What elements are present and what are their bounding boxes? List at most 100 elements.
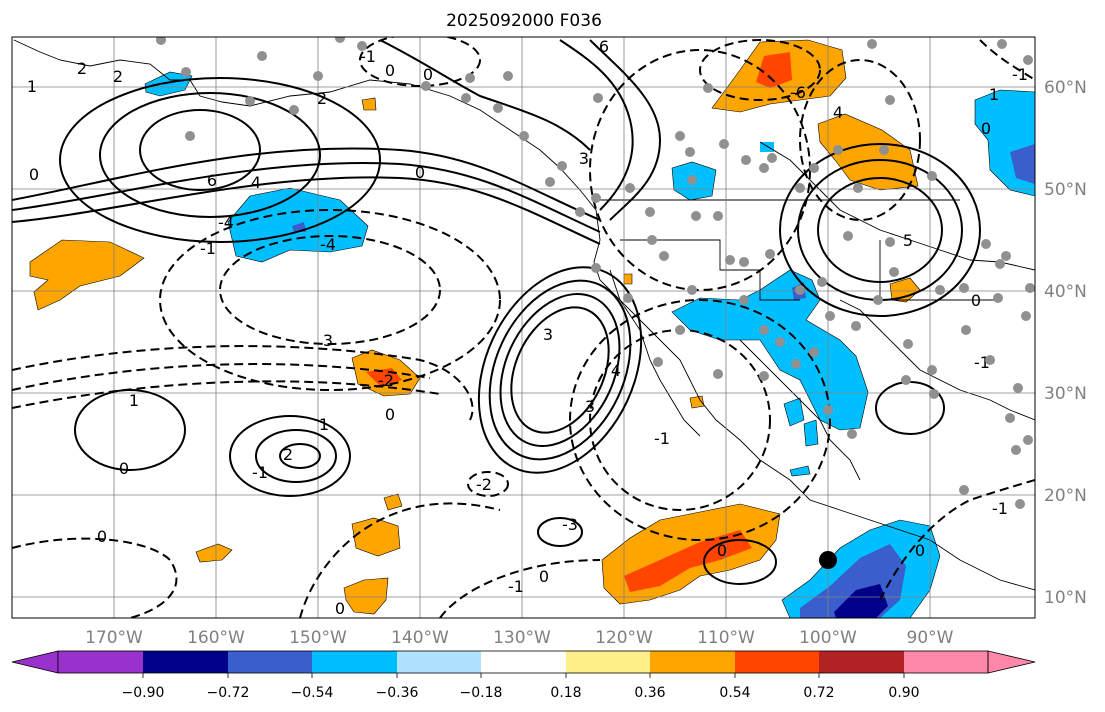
contour-label: -1: [1012, 65, 1028, 84]
lon-label: 150°W: [289, 628, 347, 648]
contour-label: -3: [562, 515, 578, 534]
contour-line: [703, 539, 777, 585]
contour-line: [159, 209, 501, 391]
contour-label: -1: [508, 577, 524, 596]
contour-line: [488, 279, 632, 461]
negative-anomaly-area: [144, 71, 193, 97]
contour-line: [359, 37, 481, 87]
contour-line: [569, 299, 831, 541]
colorbar-max-extension: [987, 650, 1036, 674]
lon-label: 100°W: [799, 628, 857, 648]
lon-label: 90°W: [907, 628, 954, 648]
colorbar-tick-label: −0.72: [207, 685, 250, 701]
contour-label: 6: [207, 171, 217, 190]
contour-label: 3: [585, 397, 595, 416]
colorbar-segment: [566, 651, 650, 673]
shaded-anomalies: [29, 39, 1035, 618]
positive-anomaly-area: [623, 273, 633, 285]
contour-line: [59, 77, 381, 243]
positive-anomaly-area: [343, 577, 389, 615]
contour-line: [255, 429, 337, 483]
contour-label: 0: [539, 567, 549, 586]
colorbar-tick-label: −0.18: [460, 685, 503, 701]
contour-line: [537, 517, 583, 547]
contour-label: 0: [97, 527, 107, 546]
contour-line: [799, 59, 921, 221]
contour-line: [467, 471, 509, 497]
contour-label: 0: [915, 541, 925, 560]
contour-line: [779, 143, 981, 317]
contour-line: [219, 235, 441, 345]
contour-label: 0: [385, 61, 395, 80]
contour-line: [817, 177, 943, 283]
colorbar-tick-label: 0.18: [550, 685, 581, 701]
colorbar-segment: [143, 651, 228, 673]
map-panel: 2 1 2 0 6 2 0 -1 3 3 -6 -1 0 4 -4 6 4 0 …: [12, 37, 1035, 618]
contour-line: [879, 479, 1035, 601]
colorbar-segment: [228, 651, 312, 673]
contour-label: -6: [790, 83, 806, 102]
contour-label: 0: [981, 119, 991, 138]
contour-line: [499, 292, 621, 448]
lon-label: 160°W: [187, 628, 245, 648]
station-markers: [156, 37, 1035, 509]
solid-contours: [12, 39, 981, 585]
positive-anomaly-area: [351, 517, 401, 557]
contour-line: [439, 559, 601, 618]
contour-label: 3: [543, 325, 553, 344]
figure-title: 2025092000 F036: [446, 11, 602, 31]
contour-line: [279, 443, 321, 469]
contour-label: 0: [29, 165, 39, 184]
map-frame: [11, 36, 1036, 619]
negative-anomaly-area: [671, 269, 869, 431]
contour-label: 1: [27, 77, 37, 96]
contour-line: [299, 502, 501, 618]
colorbar-min-extension: [11, 650, 59, 674]
contour-label: 0: [335, 599, 345, 618]
contour-line: [559, 39, 634, 211]
contour-line: [12, 345, 474, 421]
contour-line: [979, 39, 1035, 81]
colorbar-segment: [397, 651, 481, 673]
contour-label: -2: [378, 371, 394, 390]
coastlines: [13, 39, 1035, 591]
colorbar-tick-label: 0.54: [719, 685, 750, 701]
contour-label: 6: [599, 37, 609, 56]
contour-line: [12, 537, 178, 618]
latitude-axis: 60°N 50°N 40°N 30°N 20°N 10°N: [1044, 78, 1087, 608]
contour-label: 0: [385, 405, 395, 424]
contour-labels: 2 1 2 0 6 2 0 -1 3 3 -6 -1 0 4 -4 6 4 0 …: [27, 37, 1028, 618]
colorbar-segment: [904, 651, 988, 673]
contour-label: -4: [218, 213, 234, 232]
colorbar-segment: [819, 651, 904, 673]
colorbar-segment: [481, 651, 566, 673]
lon-label: 170°W: [85, 628, 143, 648]
contour-line: [12, 161, 601, 233]
lon-label: 130°W: [493, 628, 551, 648]
lat-label: 60°N: [1044, 78, 1087, 98]
contour-label: -1: [654, 429, 670, 448]
contour-label: 4: [611, 361, 621, 380]
contour-label: 4: [833, 103, 843, 122]
longitude-axis: 170°W 160°W 150°W 140°W 130°W 120°W 110°…: [85, 628, 954, 648]
colorbar-tick-label: 0.36: [634, 685, 665, 701]
colorbar-tick-label: 0.90: [888, 685, 919, 701]
contour-label: 3: [323, 331, 333, 350]
lat-label: 20°N: [1044, 486, 1087, 506]
contour-label: 0: [717, 541, 727, 560]
contour-line: [510, 306, 610, 434]
contour-label: -1: [200, 239, 216, 258]
contour-line: [477, 266, 643, 474]
contour-label: 1: [129, 391, 139, 410]
colorbar-segment: [735, 651, 819, 673]
contour-label: 1: [319, 415, 329, 434]
colorbar: −0.90 −0.72 −0.54 −0.36 −0.18 0.18 0.36 …: [11, 650, 1036, 701]
lat-label: 50°N: [1044, 180, 1087, 200]
negative-anomaly-area: [789, 465, 811, 477]
lon-label: 120°W: [595, 628, 653, 648]
colorbar-segment: [58, 651, 143, 673]
contour-line: [12, 147, 601, 221]
contour-label: 0: [119, 459, 129, 478]
contour-label: 0: [415, 163, 425, 182]
